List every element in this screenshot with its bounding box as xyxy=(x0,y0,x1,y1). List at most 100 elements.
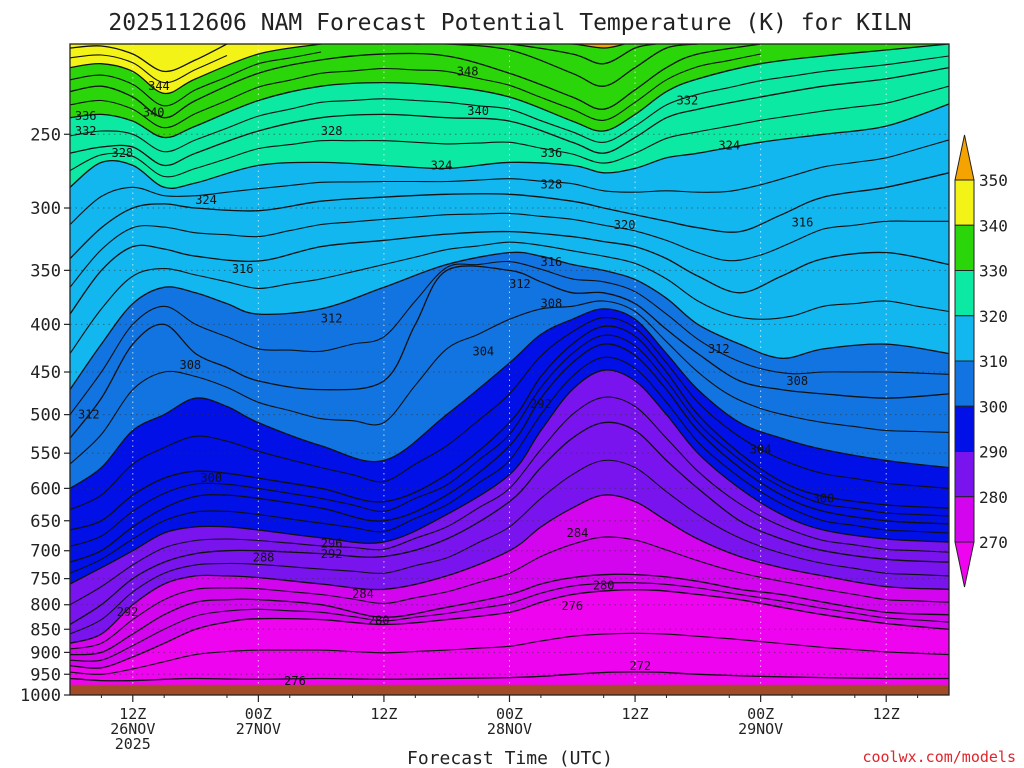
colorbar-label: 300 xyxy=(979,397,1008,416)
colorbar-swatch xyxy=(954,451,975,498)
isentrope-interp xyxy=(70,459,949,635)
contour-label: 280 xyxy=(368,614,390,628)
contour-label: 324 xyxy=(195,193,217,207)
credit-text: coolwx.com/models xyxy=(862,748,1016,766)
x-tick-label: 28NOV xyxy=(487,720,532,738)
x-tick-label: 29NOV xyxy=(738,720,783,738)
isentrope-284 xyxy=(70,494,949,644)
contour-label: 296 xyxy=(321,537,343,551)
y-tick-label: 300 xyxy=(30,199,61,219)
grid-lines xyxy=(70,44,949,695)
isentrope-336 xyxy=(70,44,761,119)
isentrope-interp xyxy=(70,51,322,107)
colorbar-label: 340 xyxy=(979,216,1008,235)
x-tick-label: 2025 xyxy=(115,735,151,753)
contour-label: 344 xyxy=(148,79,170,93)
contour-label: 332 xyxy=(677,94,699,108)
x-tick-label: 12Z xyxy=(370,705,397,723)
y-tick-label: 550 xyxy=(30,444,61,464)
isentrope-interp xyxy=(70,536,949,650)
contour-label: 336 xyxy=(541,146,563,160)
theta-fill-bands xyxy=(70,44,949,695)
contour-label: 300 xyxy=(813,491,835,505)
contour-label: 288 xyxy=(253,551,275,565)
y-tick-label: 250 xyxy=(30,125,61,145)
y-tick-label: 600 xyxy=(30,479,61,499)
contour-label: 280 xyxy=(593,579,615,593)
y-tick-label: 800 xyxy=(30,596,61,616)
contour-label: 284 xyxy=(352,587,374,601)
x-tick-label: 12Z xyxy=(873,705,900,723)
x-tick-label: 26NOV xyxy=(110,720,155,738)
contour-label: 328 xyxy=(111,146,133,160)
contour-label: 340 xyxy=(143,106,165,120)
isentrope-interp xyxy=(70,212,949,288)
contour-label: 304 xyxy=(750,442,772,456)
contour-label: 316 xyxy=(792,216,814,230)
isentrope-340 xyxy=(70,44,322,95)
y-tick-label: 450 xyxy=(30,363,61,383)
colorbar-label: 330 xyxy=(979,262,1008,281)
contour-label: 312 xyxy=(321,311,343,325)
isentrope-interp xyxy=(70,241,949,354)
y-tick-label: 650 xyxy=(30,512,61,532)
isentrope-interp xyxy=(70,356,949,574)
colorbar-arrow-bottom xyxy=(954,541,975,588)
x-tick-label: 12Z xyxy=(119,705,146,723)
isentrope-320 xyxy=(70,172,949,260)
x-tick-label: 00Z xyxy=(496,705,523,723)
colorbar-swatch xyxy=(954,360,975,407)
contour-label: 292 xyxy=(530,397,552,411)
isentrope-interp xyxy=(70,334,949,547)
contour-label: 304 xyxy=(472,345,494,359)
colorbar-label: 320 xyxy=(979,307,1008,326)
isentrope-interp xyxy=(70,53,761,129)
contour-label: 348 xyxy=(457,64,479,78)
chart-title: 2025112606 NAM Forecast Potential Temper… xyxy=(108,10,911,36)
contour-label: 336 xyxy=(75,109,97,123)
contour-label: 308 xyxy=(541,297,563,311)
colorbar-label: 280 xyxy=(979,488,1008,507)
isentrope-interp xyxy=(70,54,228,84)
x-tick-label: 00Z xyxy=(245,705,272,723)
color-bar: 350 340 330 320 310 300 290 280 270 xyxy=(954,134,1008,588)
isentrope-interp xyxy=(70,139,949,225)
contour-label: 340 xyxy=(467,104,489,118)
isentrope-300 xyxy=(70,325,949,531)
y-axis: 250 300 350 400 450 500 550 600 650 700 750 800 850 9… xyxy=(20,125,70,706)
contour-label: 312 xyxy=(509,277,531,291)
contour-label: 312 xyxy=(78,408,100,422)
y-tick-label: 500 xyxy=(30,406,61,426)
isentrope-292 xyxy=(70,369,949,585)
contour-label: 276 xyxy=(284,674,306,688)
isentrope-interp xyxy=(70,85,949,178)
isentrope-276 xyxy=(70,589,949,669)
isentrope-interp xyxy=(70,632,949,675)
colorbar-swatch xyxy=(954,405,975,452)
contour-label: 328 xyxy=(321,124,343,138)
isentrope-interp xyxy=(70,396,949,606)
isentrope-332 xyxy=(70,44,949,139)
colorbar-swatch xyxy=(954,179,975,226)
isentrope-312 xyxy=(70,251,949,390)
colorbar-label: 350 xyxy=(979,171,1008,190)
x-axis-label: Forecast Time (UTC) xyxy=(407,748,613,768)
isentrope-348 xyxy=(488,44,625,49)
x-tick-label: 12Z xyxy=(622,705,649,723)
y-tick-label: 950 xyxy=(30,665,61,685)
y-tick-label: 350 xyxy=(30,261,61,281)
isentrope-304 xyxy=(70,308,949,489)
isentrope-308 xyxy=(70,265,949,439)
colorbar-label: 290 xyxy=(979,443,1008,462)
contour-label: 316 xyxy=(232,262,254,276)
contour-label: 300 xyxy=(200,471,222,485)
isentrope-296 xyxy=(70,343,949,563)
isentrope-interp xyxy=(70,300,949,465)
band-fill-348 xyxy=(488,44,625,48)
isentrope-interp xyxy=(70,582,949,662)
colorbar-arrow-top xyxy=(954,134,975,181)
ground-surface xyxy=(70,684,949,695)
